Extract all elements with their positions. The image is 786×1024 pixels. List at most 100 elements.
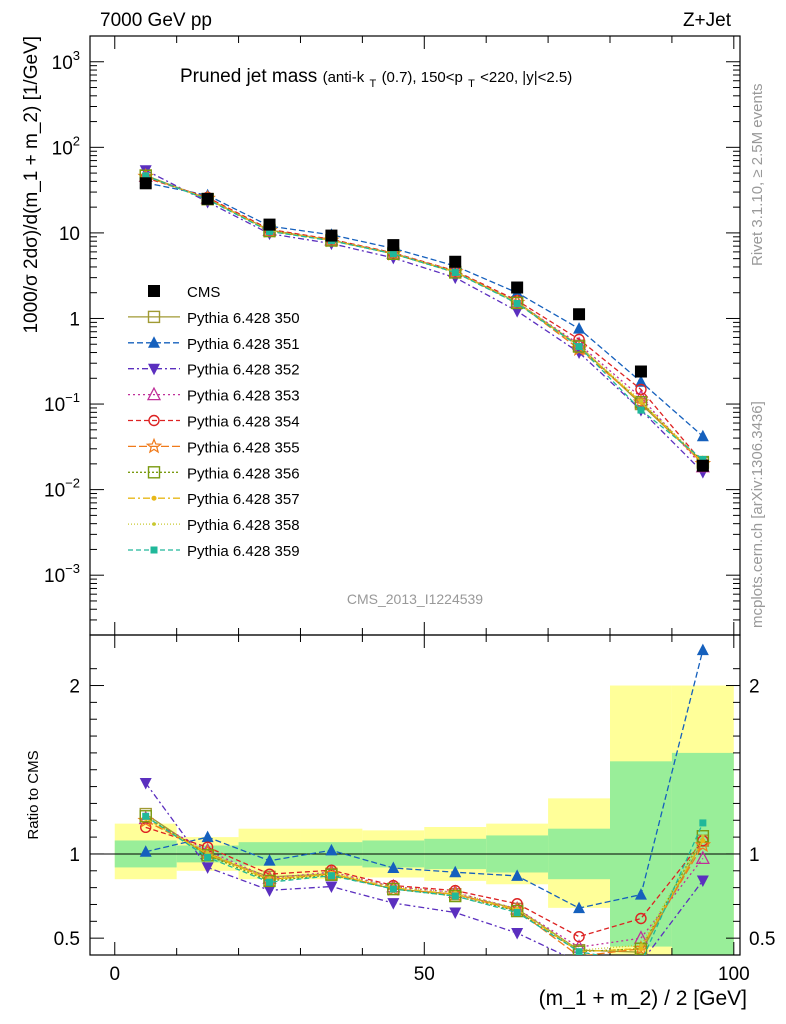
y-tick-label-exponent: 3 xyxy=(73,48,80,63)
ratio-marker-10 xyxy=(327,872,335,880)
ratio-marker-3 xyxy=(201,862,214,874)
ratio-marker-8 xyxy=(700,838,706,844)
ratio-tick-label-left: 2 xyxy=(69,677,80,698)
chart-title-sub-kt: T xyxy=(370,78,377,90)
ratio-marker-4 xyxy=(695,850,710,865)
cms-data-point xyxy=(325,229,338,242)
legend: CMS Pythia 6.428 350 Pythia 6.428 351 Pythi… xyxy=(128,284,300,560)
legend-label-cms: CMS xyxy=(187,284,220,301)
ratio-marker-10 xyxy=(389,885,397,893)
y-tick-label: 10−2 xyxy=(44,476,80,502)
series-line-2 xyxy=(145,182,704,437)
ratio-line-5 xyxy=(145,826,704,938)
ratio-line-2 xyxy=(145,649,704,909)
series-marker-2 xyxy=(634,375,647,387)
ratio-marker-10 xyxy=(142,812,150,820)
series-marker-9 xyxy=(639,398,643,403)
ratio-marker-2 xyxy=(325,843,338,856)
series-marker-10 xyxy=(575,343,583,351)
ratio-marker-2 xyxy=(387,861,400,873)
ratio-marker-2 xyxy=(263,854,276,866)
legend-marker-2 xyxy=(148,336,160,348)
analysis-label: CMS_2013_I1224539 xyxy=(347,591,483,607)
ratio-marker-5 xyxy=(635,912,647,925)
series-marker-7 xyxy=(510,296,524,310)
legend-marker-7 xyxy=(147,466,161,479)
ratio-tick-label-left: 1 xyxy=(69,845,80,866)
series-marker-10 xyxy=(389,250,397,258)
legend-label-5: Pythia 6.428 354 xyxy=(187,414,300,431)
y-tick-label-exponent: 2 xyxy=(73,133,80,148)
ratio-marker-3 xyxy=(511,928,524,940)
legend-label-10: Pythia 6.428 359 xyxy=(187,543,300,560)
legend-label-7: Pythia 6.428 356 xyxy=(187,465,300,482)
ratio-tick-label-left: 0.5 xyxy=(54,929,80,950)
series-line-3 xyxy=(145,169,704,473)
ratio-marker-2 xyxy=(696,643,709,656)
ratio-marker-2 xyxy=(573,901,586,914)
y-tick-label: 10−3 xyxy=(44,561,80,587)
ratio-line-6 xyxy=(145,820,704,955)
ratio-tick-label-right: 1 xyxy=(749,845,760,866)
ratio-plot-series xyxy=(137,643,712,955)
ratio-tick-label-right: 0.5 xyxy=(749,929,775,950)
legend-label-8: Pythia 6.428 357 xyxy=(187,491,300,508)
ratio-marker-6 xyxy=(694,836,712,853)
series-marker-2 xyxy=(696,429,709,442)
legend-marker-1 xyxy=(147,310,161,324)
y-tick-label: 10−1 xyxy=(44,390,80,416)
series-line-5 xyxy=(145,177,704,464)
ratio-uncertainty-bands xyxy=(114,685,734,955)
y-tick-label-exponent: −1 xyxy=(65,390,80,405)
ratio-line-8 xyxy=(145,817,704,953)
cms-data-point xyxy=(573,308,586,321)
ratio-marker-8 xyxy=(638,946,644,952)
chart-title: Pruned jet mass (anti-k T (0.7), 150<p T… xyxy=(180,66,572,92)
main-y-axis-label: 1000/σ 2dσ)/d(m_1 + m_2) [1/GeV] xyxy=(21,36,42,334)
ratio-marker-9 xyxy=(639,943,643,947)
ratio-marker-9 xyxy=(205,850,210,855)
ratio-marker-10 xyxy=(699,819,707,827)
y-tick-label: 1 xyxy=(69,309,80,330)
header-left: 7000 GeV pp xyxy=(100,10,212,31)
chart-title-sub-3: <220, |y|<2.5) xyxy=(480,69,572,86)
series-marker-2 xyxy=(573,322,586,334)
x-axis-label: (m_1 + m_2) / 2 [GeV] xyxy=(539,987,747,1010)
y-tick-label-base: 10 xyxy=(52,138,73,159)
legend-label-4: Pythia 6.428 353 xyxy=(187,388,300,405)
y-tick-label-base: 1 xyxy=(69,309,80,330)
mcplots-label: mcplots.cern.ch [arXiv:1306.3436] xyxy=(749,401,766,628)
cms-data-point xyxy=(387,239,400,252)
legend-marker-3 xyxy=(148,363,160,376)
y-tick-label-base: 10 xyxy=(44,395,65,416)
series-marker-10 xyxy=(699,455,707,463)
ratio-line-10 xyxy=(145,815,704,955)
main-plot-series xyxy=(137,165,712,479)
cms-data-point xyxy=(634,365,647,378)
legend-marker-cms xyxy=(148,285,160,297)
ratio-marker-3 xyxy=(139,778,152,790)
legend-label-9: Pythia 6.428 358 xyxy=(187,517,300,534)
y-tick-label-base: 10 xyxy=(52,53,73,74)
legend-marker-6 xyxy=(145,437,163,454)
ratio-marker-10 xyxy=(575,948,583,955)
ratio-marker-3 xyxy=(696,875,709,888)
rivet-label: Rivet 3.1.10, ≥ 2.5M events xyxy=(749,84,766,267)
legend-label-3: Pythia 6.428 352 xyxy=(187,362,300,379)
ratio-marker-2 xyxy=(449,865,462,878)
y-tick-label-exponent: −3 xyxy=(65,561,80,576)
y-tick-label: 10 xyxy=(59,224,80,245)
ratio-marker-3 xyxy=(387,898,400,910)
cms-data-point xyxy=(201,192,214,205)
y-tick-label-base: 10 xyxy=(44,481,65,502)
ratio-marker-2 xyxy=(634,888,647,900)
legend-marker-8 xyxy=(151,495,157,501)
cms-data-point xyxy=(139,177,152,190)
chart-title-sub-1: (anti-k xyxy=(323,69,365,86)
y-tick-label-base: 10 xyxy=(44,566,65,587)
ratio-marker-7 xyxy=(263,874,276,888)
series-marker-10 xyxy=(266,227,274,235)
legend-label-6: Pythia 6.428 355 xyxy=(187,439,300,456)
legend-label-1: Pythia 6.428 350 xyxy=(187,310,300,327)
